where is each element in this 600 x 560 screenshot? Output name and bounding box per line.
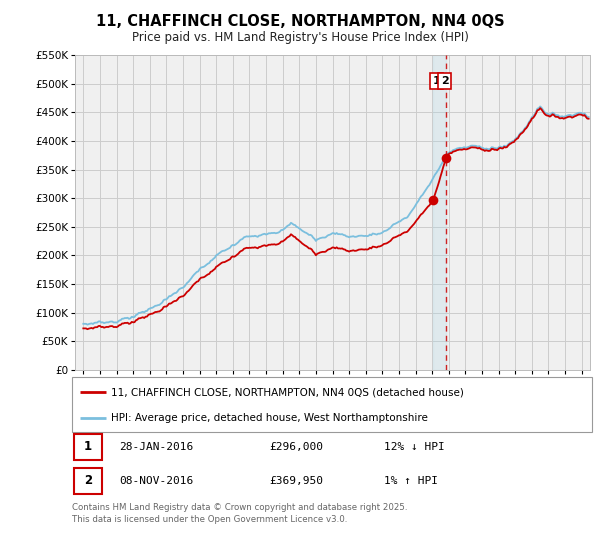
- Text: 28-JAN-2016: 28-JAN-2016: [119, 442, 193, 452]
- FancyBboxPatch shape: [74, 468, 102, 493]
- Text: 11, CHAFFINCH CLOSE, NORTHAMPTON, NN4 0QS (detached house): 11, CHAFFINCH CLOSE, NORTHAMPTON, NN4 0Q…: [111, 388, 464, 398]
- Text: 1: 1: [84, 441, 92, 454]
- Text: 11, CHAFFINCH CLOSE, NORTHAMPTON, NN4 0QS: 11, CHAFFINCH CLOSE, NORTHAMPTON, NN4 0Q…: [95, 14, 505, 29]
- Text: HPI: Average price, detached house, West Northamptonshire: HPI: Average price, detached house, West…: [111, 413, 428, 423]
- Text: Price paid vs. HM Land Registry's House Price Index (HPI): Price paid vs. HM Land Registry's House …: [131, 31, 469, 44]
- Text: 2: 2: [441, 76, 449, 86]
- Text: £296,000: £296,000: [269, 442, 323, 452]
- FancyBboxPatch shape: [74, 435, 102, 460]
- Text: £369,950: £369,950: [269, 476, 323, 486]
- Text: 08-NOV-2016: 08-NOV-2016: [119, 476, 193, 486]
- Text: 1% ↑ HPI: 1% ↑ HPI: [384, 476, 438, 486]
- Text: 12% ↓ HPI: 12% ↓ HPI: [384, 442, 445, 452]
- Text: Contains HM Land Registry data © Crown copyright and database right 2025.
This d: Contains HM Land Registry data © Crown c…: [72, 503, 407, 524]
- Text: 1: 1: [433, 76, 440, 86]
- Text: 2: 2: [84, 474, 92, 488]
- Bar: [433, 55, 446, 370]
